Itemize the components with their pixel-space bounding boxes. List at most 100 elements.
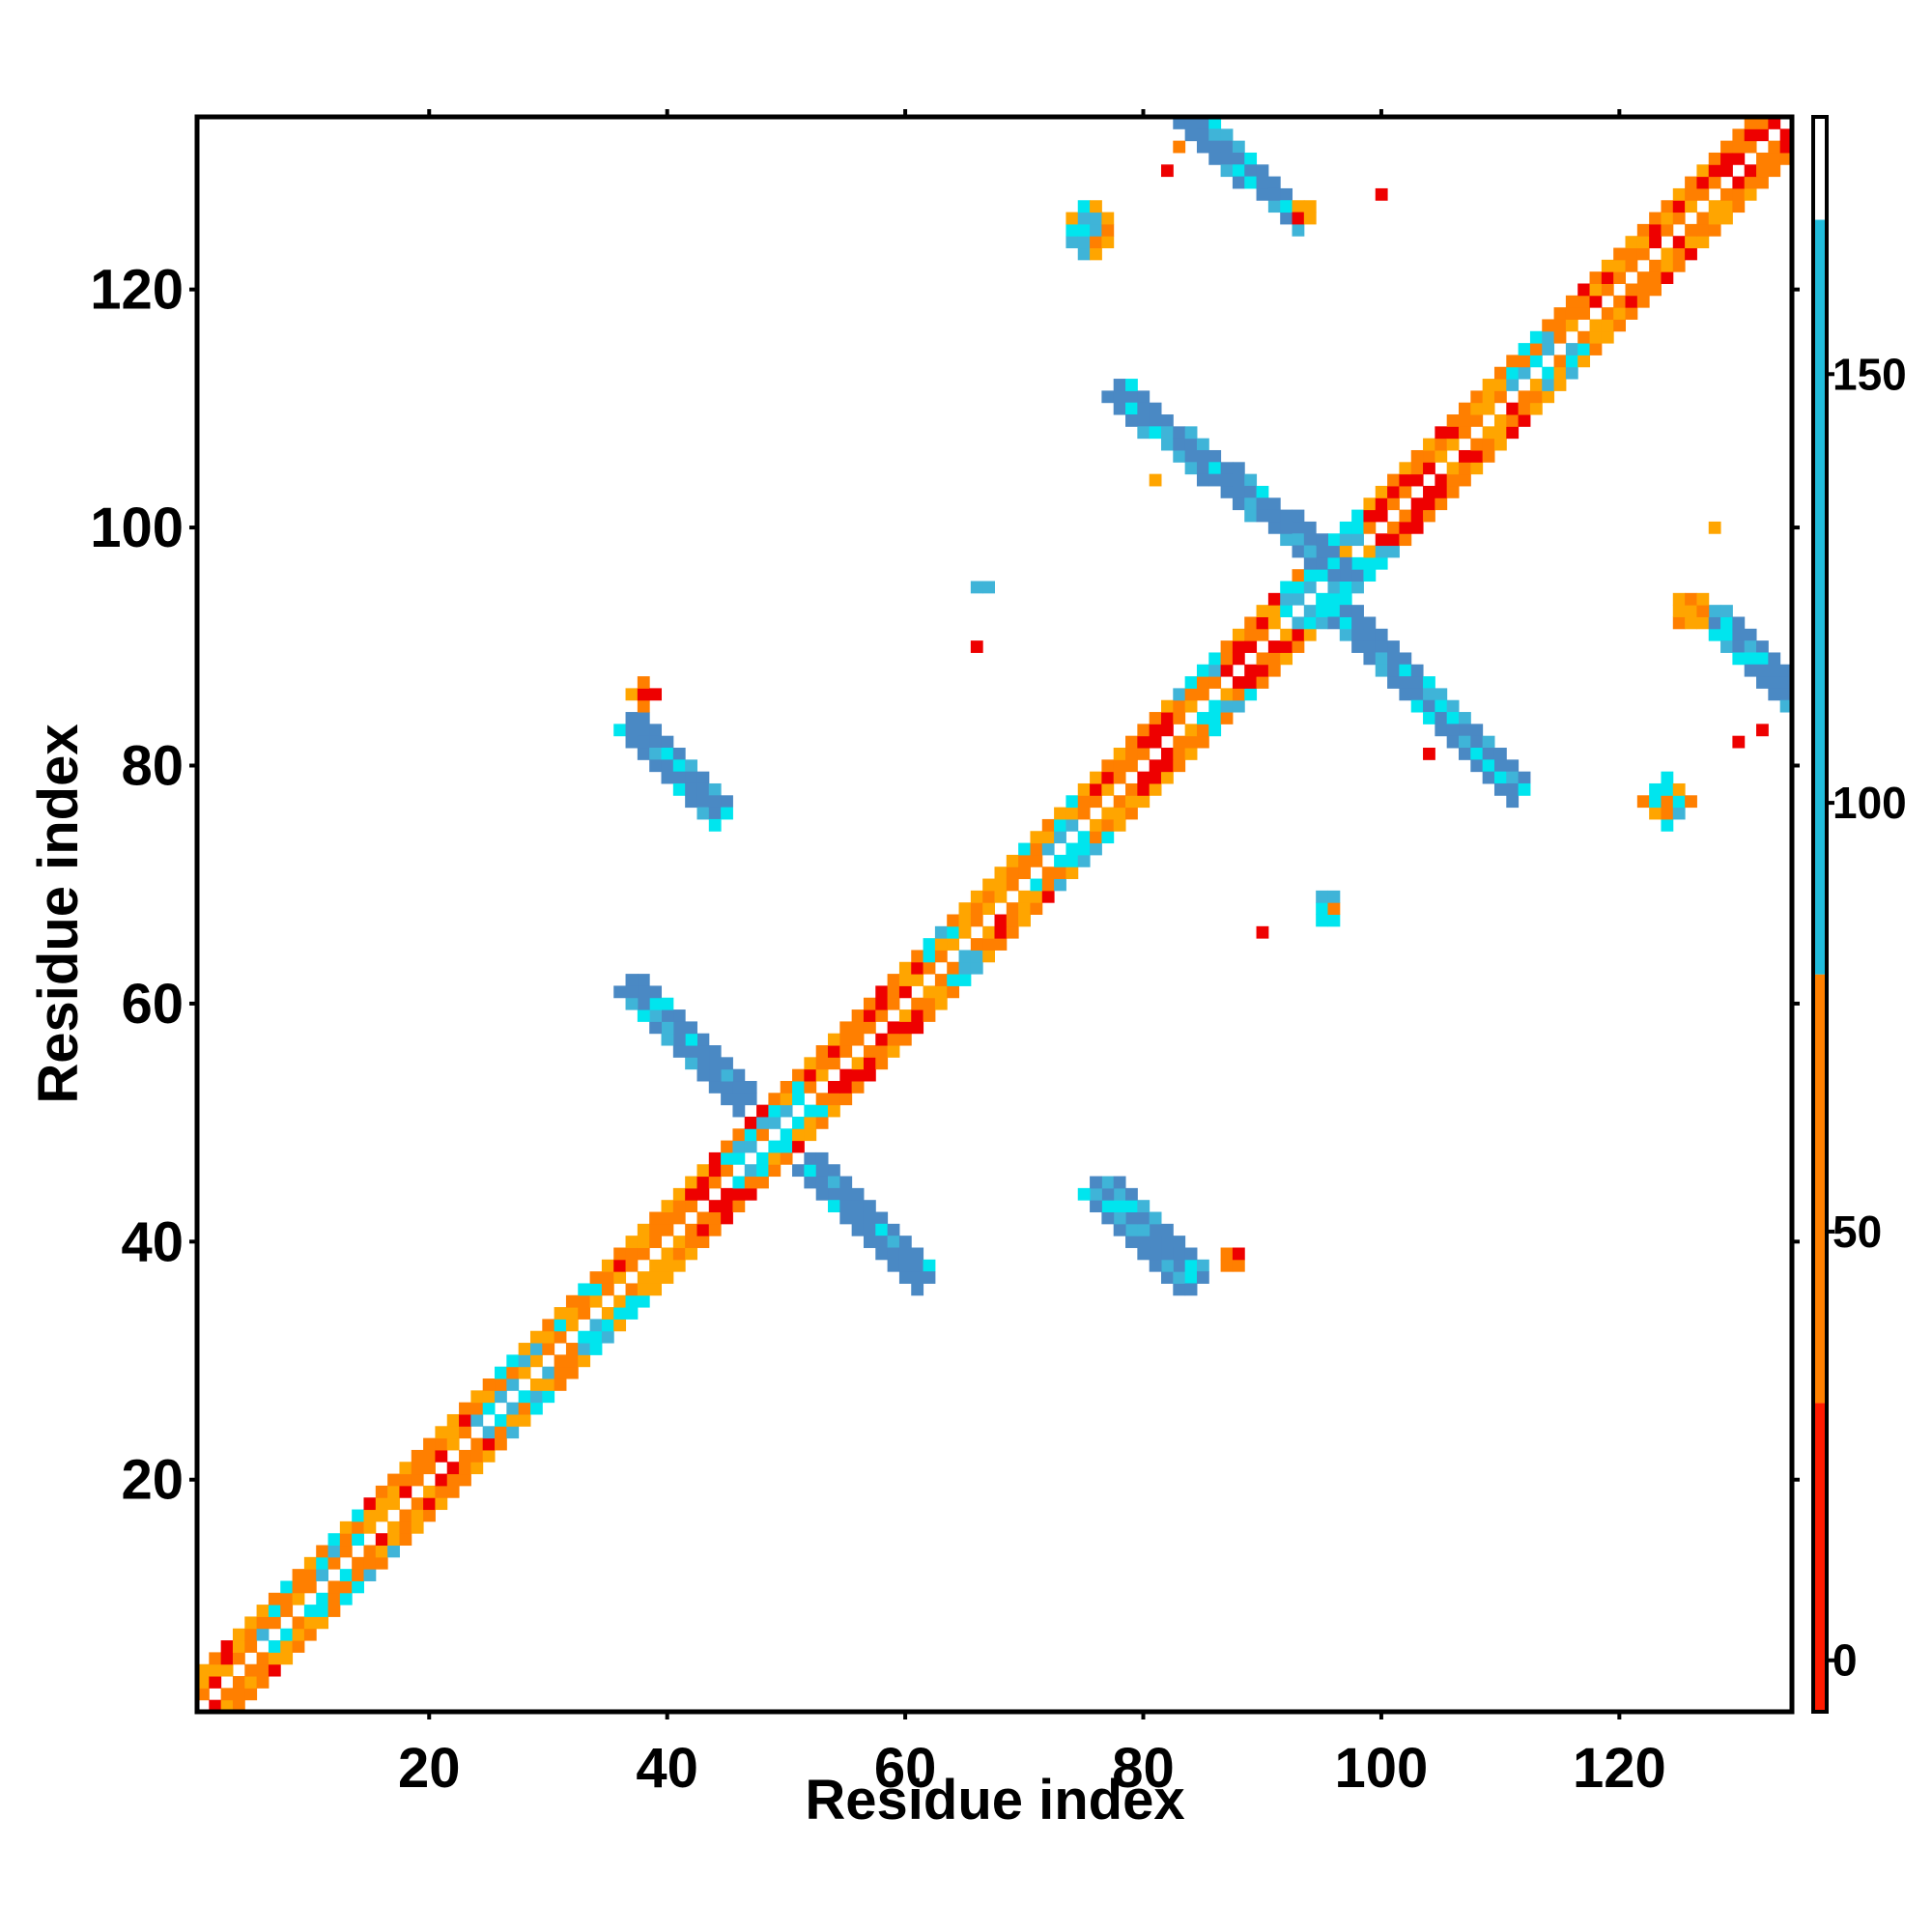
heatmap-cell: [898, 1259, 912, 1272]
heatmap-cell: [1041, 842, 1055, 856]
heatmap-cell: [339, 1592, 353, 1605]
heatmap-cell: [482, 1402, 496, 1415]
heatmap-cell: [1696, 164, 1710, 178]
heatmap-cell: [685, 1045, 697, 1058]
heatmap-cell: [815, 1045, 829, 1058]
heatmap-cell: [1768, 652, 1781, 666]
heatmap-cell: [756, 1128, 769, 1142]
heatmap-cell: [1601, 330, 1614, 344]
heatmap-cell: [1184, 724, 1198, 737]
heatmap-cell: [1160, 1259, 1174, 1272]
heatmap-cell: [1303, 556, 1317, 570]
heatmap-cell: [768, 1104, 781, 1118]
heatmap-cell: [1661, 259, 1674, 272]
heatmap-cell: [1363, 652, 1377, 666]
heatmap-cell: [1316, 545, 1328, 558]
heatmap-cell: [1244, 676, 1258, 689]
heatmap-cell: [1018, 914, 1031, 927]
heatmap-cell: [923, 938, 936, 951]
heatmap-cell: [696, 1068, 710, 1082]
heatmap-cell: [958, 902, 972, 915]
heatmap-cell: [244, 1676, 258, 1689]
heatmap-cell: [1125, 379, 1138, 391]
heatmap-cell: [529, 1378, 543, 1391]
heatmap-cell: [1410, 521, 1424, 534]
heatmap-cell: [1149, 782, 1162, 796]
heatmap-cell: [1351, 509, 1364, 523]
heatmap-cell: [1316, 605, 1328, 617]
heatmap-cell: [1125, 390, 1138, 404]
heatmap-cell: [911, 1259, 924, 1272]
heatmap-cell: [756, 1151, 769, 1165]
heatmap-cell: [1160, 712, 1174, 724]
heatmap-cell: [863, 1223, 876, 1236]
heatmap-cell: [1041, 818, 1055, 832]
heatmap-cell: [1387, 497, 1400, 511]
heatmap-cell: [1577, 343, 1591, 355]
heatmap-cell: [316, 1569, 329, 1581]
heatmap-cell: [1232, 652, 1245, 666]
heatmap-cell: [970, 640, 983, 653]
heatmap-cell: [1303, 569, 1317, 582]
heatmap-cell: [1006, 914, 1019, 927]
heatmap-cell: [352, 1556, 364, 1570]
heatmap-cell: [1410, 462, 1424, 475]
heatmap-cell: [1636, 795, 1650, 809]
heatmap-cell: [1768, 676, 1781, 689]
heatmap-cell: [792, 1080, 805, 1094]
heatmap-cell: [1589, 283, 1603, 297]
heatmap-cell: [1101, 1200, 1115, 1213]
heatmap-cell: [804, 1080, 817, 1094]
heatmap-cell: [637, 724, 650, 737]
heatmap-cell: [958, 950, 972, 963]
heatmap-cell: [661, 771, 674, 784]
heatmap-cell: [327, 1605, 341, 1617]
heatmap-cell: [197, 1676, 210, 1689]
heatmap-cell: [1160, 438, 1174, 451]
heatmap-cell: [661, 1271, 674, 1284]
top-axis-ticks: [427, 109, 1622, 117]
heatmap-cell: [732, 1187, 746, 1201]
heatmap-cell: [1149, 426, 1162, 440]
heatmap-cell: [1256, 616, 1269, 630]
heatmap-cell: [887, 997, 900, 1010]
heatmap-cell: [495, 1426, 507, 1439]
heatmap-cell: [363, 1569, 377, 1581]
heatmap-cell: [1267, 176, 1281, 189]
heatmap-cell: [1054, 867, 1066, 880]
heatmap-cell: [732, 1093, 746, 1106]
heatmap-cell: [1446, 414, 1460, 427]
heatmap-cell: [1316, 533, 1328, 547]
heatmap-cell: [1292, 212, 1305, 225]
heatmap-cell: [220, 1652, 234, 1665]
heatmap-cell: [1744, 176, 1757, 189]
x-tick-label: 120: [1573, 1737, 1666, 1800]
heatmap-cell: [1625, 307, 1638, 320]
heatmap-cell: [1387, 545, 1400, 558]
heatmap-cell: [352, 1580, 364, 1594]
heatmap-cell: [1149, 1247, 1162, 1261]
heatmap-cell: [1435, 438, 1448, 451]
heatmap-cell: [1565, 355, 1578, 368]
heatmap-cell: [875, 1223, 889, 1236]
heatmap-cell: [1137, 1247, 1151, 1261]
heatmap-cell: [1113, 795, 1126, 809]
heatmap-cell: [1018, 890, 1031, 903]
heatmap-cell: [970, 902, 983, 915]
heatmap-cell: [1041, 878, 1055, 892]
heatmap-cell: [1137, 795, 1151, 809]
heatmap-cell: [934, 950, 948, 963]
heatmap-cell: [399, 1462, 412, 1475]
heatmap-cell: [1459, 449, 1471, 463]
heatmap-cell: [923, 985, 936, 999]
heatmap-cell: [1459, 462, 1471, 475]
heatmap-cell: [1649, 782, 1662, 796]
heatmap-cell: [637, 1223, 650, 1236]
heatmap-cell: [1672, 236, 1686, 249]
heatmap-cell: [1113, 1200, 1126, 1213]
heatmap-cell: [1351, 521, 1364, 534]
heatmap-cell: [708, 795, 722, 809]
heatmap-cell: [1685, 236, 1697, 249]
heatmap-cell: [1149, 1211, 1162, 1225]
heatmap-cell: [518, 1354, 531, 1368]
